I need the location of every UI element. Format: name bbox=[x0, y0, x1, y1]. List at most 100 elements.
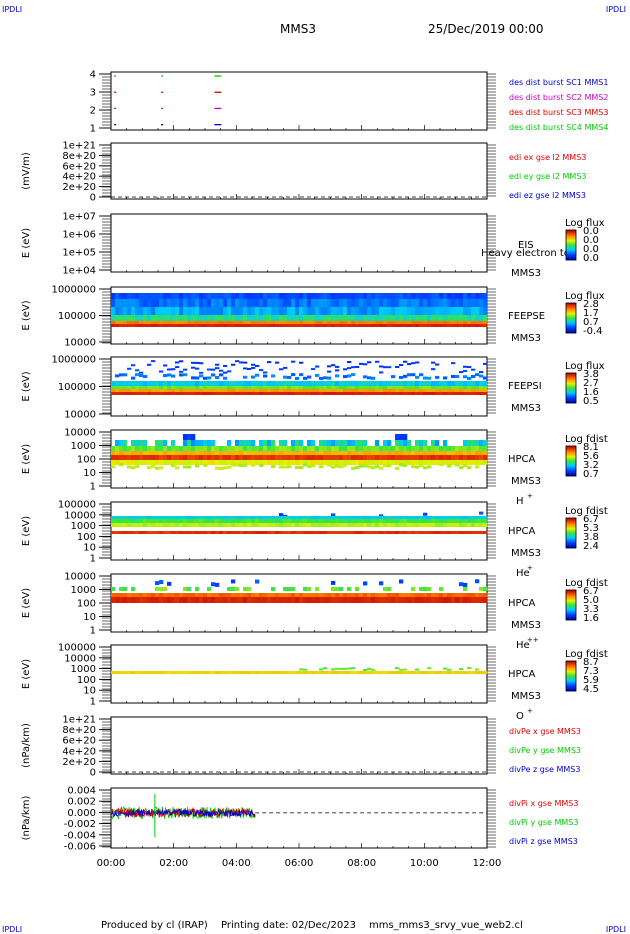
spectrogram-cell bbox=[427, 455, 432, 460]
spacecraft-title: MMS3 bbox=[280, 22, 316, 36]
colorbar-segment bbox=[566, 609, 576, 611]
spectrogram-cell bbox=[279, 593, 284, 597]
spectrogram-cell bbox=[459, 582, 464, 587]
spectrogram-cell bbox=[283, 455, 288, 460]
y-tick-label: 1 bbox=[90, 554, 96, 565]
spectrogram-cell bbox=[111, 465, 116, 469]
spectrogram-cell bbox=[119, 671, 124, 674]
spectrogram-cell bbox=[291, 593, 296, 597]
spectrogram-cell bbox=[267, 597, 272, 603]
colorbar-tick-label: 3.3 bbox=[583, 604, 599, 615]
spectrogram-cell bbox=[323, 593, 328, 597]
spectrogram-cell bbox=[459, 523, 464, 527]
spectrogram-cells bbox=[111, 579, 488, 603]
spectrogram-cell bbox=[311, 464, 316, 468]
spectrogram-cell bbox=[151, 460, 156, 465]
spectrogram-cell bbox=[307, 593, 312, 597]
spectrogram-cell bbox=[239, 519, 244, 523]
y-tick-label: 100000 bbox=[58, 311, 96, 322]
spectrogram-cell bbox=[483, 321, 488, 324]
spectrogram-cell bbox=[363, 307, 368, 315]
spectrogram-cell bbox=[431, 455, 436, 460]
colorbar-segment bbox=[566, 459, 576, 461]
spectrogram-cell bbox=[135, 593, 140, 597]
spectrogram-cell bbox=[399, 597, 404, 603]
spectrogram-cell bbox=[355, 392, 360, 395]
spectrogram-cell bbox=[335, 671, 340, 674]
spectrogram-cell bbox=[411, 519, 416, 523]
spectrogram-cell bbox=[243, 455, 248, 460]
spectrogram-cell bbox=[271, 392, 276, 395]
spectrogram-cell bbox=[435, 389, 440, 392]
spectrogram-cell bbox=[311, 315, 316, 321]
spectrogram-cell bbox=[431, 519, 436, 523]
spectrogram-cell bbox=[191, 516, 196, 519]
spectrogram-cell bbox=[443, 293, 448, 299]
spectrogram-cell bbox=[371, 386, 376, 389]
spectrogram-cell bbox=[407, 389, 412, 392]
spectrogram-cell bbox=[431, 440, 436, 446]
spectrogram-cell bbox=[315, 373, 320, 377]
spectrogram-cell bbox=[179, 671, 184, 674]
colorbar-segment bbox=[566, 254, 576, 256]
spectrogram-cell bbox=[431, 593, 436, 597]
spectrogram-cell bbox=[163, 386, 168, 389]
spectrogram-cell bbox=[179, 516, 184, 519]
spectrogram-cell bbox=[323, 440, 328, 446]
spectrogram-cell bbox=[459, 299, 464, 307]
spectrogram-cell bbox=[351, 446, 356, 451]
spectrogram-cell bbox=[295, 597, 300, 603]
spectrogram-cell bbox=[283, 315, 288, 321]
colorbar-segment bbox=[566, 316, 576, 318]
footer-printing-date: Printing date: 02/Dec/2023 bbox=[221, 920, 357, 931]
spectrogram-cell bbox=[327, 299, 332, 307]
colorbar-segment bbox=[566, 249, 576, 251]
spectrogram-cell bbox=[343, 389, 348, 392]
spectrogram-cell bbox=[379, 307, 384, 315]
spectrogram-cell bbox=[291, 523, 296, 527]
spectrogram-cell bbox=[143, 593, 148, 597]
spectrogram-cell bbox=[167, 519, 172, 523]
spectrogram-cell bbox=[319, 668, 324, 671]
spectrogram-cell bbox=[175, 315, 180, 321]
spectrogram-cell bbox=[215, 324, 220, 327]
spectrogram-cell bbox=[479, 321, 484, 324]
colorbar-segment bbox=[566, 670, 576, 672]
spectrogram-cell bbox=[423, 587, 428, 591]
spectrogram-cell bbox=[359, 516, 364, 519]
spectrogram-cell bbox=[335, 392, 340, 395]
spectrogram-cell bbox=[243, 671, 248, 674]
spectrogram-cell bbox=[423, 512, 428, 516]
colorbar-title: Log fdist bbox=[565, 434, 608, 445]
spectrogram-cell bbox=[115, 321, 120, 324]
spectrogram-cell bbox=[179, 451, 184, 455]
spectrogram-cell bbox=[111, 519, 116, 523]
spectrogram-cell bbox=[259, 597, 264, 603]
colorbar-segment bbox=[566, 542, 576, 544]
spectrogram-cell bbox=[447, 516, 452, 519]
spectrogram-cell bbox=[251, 531, 256, 534]
spectrogram-cell bbox=[299, 455, 304, 460]
spectrogram-cell bbox=[483, 376, 488, 380]
spectrogram-cell bbox=[443, 451, 448, 455]
spectrogram-cell bbox=[207, 324, 212, 327]
colorbar-segment bbox=[566, 238, 576, 240]
spectrogram-cell bbox=[467, 667, 472, 670]
spectrogram-cell bbox=[291, 455, 296, 460]
spectrogram-cell bbox=[339, 440, 344, 446]
spectrogram-cell bbox=[227, 324, 232, 327]
spectrogram-cell bbox=[463, 671, 468, 674]
spectrogram-cell bbox=[435, 315, 440, 321]
spectrogram-cell bbox=[399, 579, 404, 584]
spectrogram-cell bbox=[339, 597, 344, 603]
colorbar-tick-label: 0.0 bbox=[583, 244, 599, 255]
colorbar-segment bbox=[566, 329, 576, 331]
colorbar-segment bbox=[566, 391, 576, 393]
y-tick-label: 1e+04 bbox=[62, 266, 96, 277]
spectrogram-cell bbox=[303, 389, 308, 392]
spectrogram-cell bbox=[351, 307, 356, 315]
spectrogram-cell bbox=[223, 523, 228, 527]
spectrogram-cell bbox=[167, 516, 172, 519]
colorbar-frame bbox=[565, 517, 577, 549]
colorbar-tick-label: 0.5 bbox=[583, 396, 599, 407]
